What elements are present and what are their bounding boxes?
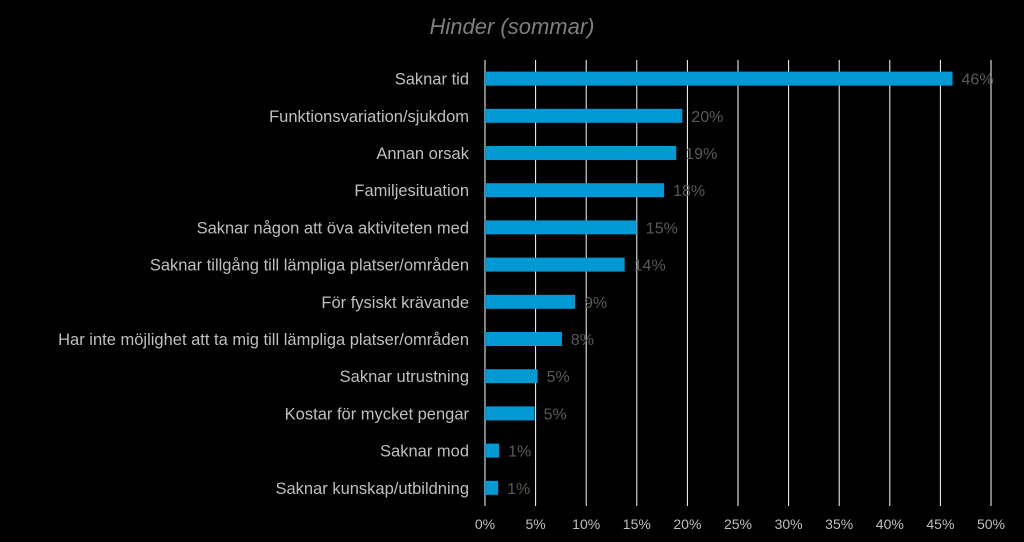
bar [485,108,683,123]
category-label: Saknar tillgång till lämpliga platser/om… [150,257,469,275]
bar [485,480,499,495]
category-labels: Saknar tid Funktionsvariation/sjukdom Anna… [58,71,470,498]
data-label: 18% [673,183,705,200]
bar [485,443,500,458]
data-label: 1% [508,444,531,461]
bar [485,220,637,235]
data-label: 15% [646,220,678,237]
category-label: Saknar utrustning [340,368,469,386]
x-tick-label: 5% [525,516,545,532]
bars [485,71,953,495]
x-tick-label: 20% [673,516,701,532]
bar [485,183,665,198]
category-label: För fysiskt krävande [321,294,469,312]
data-labels: 46% 20% 19% 18% 15% 14% 9% 8% 5% 5% 1% 1% [507,72,993,498]
bar [485,146,677,160]
data-label: 20% [691,109,723,126]
x-tick-label: 45% [926,516,954,532]
x-tick-label: 0% [475,516,495,532]
category-label: Saknar någon att öva aktiviteten med [197,219,469,237]
data-label: 5% [547,369,570,386]
bar [485,406,535,421]
bar [485,257,625,272]
data-label: 19% [685,146,717,163]
x-tick-label: 10% [572,516,600,532]
category-label: Saknar mod [380,443,469,461]
x-tick-label: 30% [775,516,803,532]
x-tick-label: 40% [876,516,904,532]
data-label: 46% [962,72,994,89]
x-tick-label: 50% [977,516,1005,532]
category-label: Har inte möjlighet att ta mig till lämpl… [58,331,469,349]
bar [485,71,953,86]
data-label: 9% [584,295,607,312]
category-label: Familjesituation [354,182,469,200]
x-tick-label: 15% [623,516,651,532]
bar [485,294,576,309]
x-tick-label: 35% [825,516,853,532]
data-label: 5% [544,406,567,423]
data-label: 8% [571,332,594,349]
data-label: 1% [507,481,530,498]
category-label: Funktionsvariation/sjukdom [269,108,469,126]
x-tick-label: 25% [724,516,752,532]
category-label: Saknar kunskap/utbildning [275,480,469,498]
chart-title: Hinder (sommar) [429,14,594,39]
bar [485,332,562,346]
x-axis-tick-labels: 0% 5% 10% 15% 20% 25% 30% 35% 40% 45% 50% [475,516,1005,532]
gridlines [484,60,992,506]
category-label: Saknar tid [395,71,469,89]
data-label: 14% [634,258,666,275]
category-label: Kostar för mycket pengar [285,405,470,423]
category-label: Annan orsak [376,145,469,163]
bar [485,369,538,384]
